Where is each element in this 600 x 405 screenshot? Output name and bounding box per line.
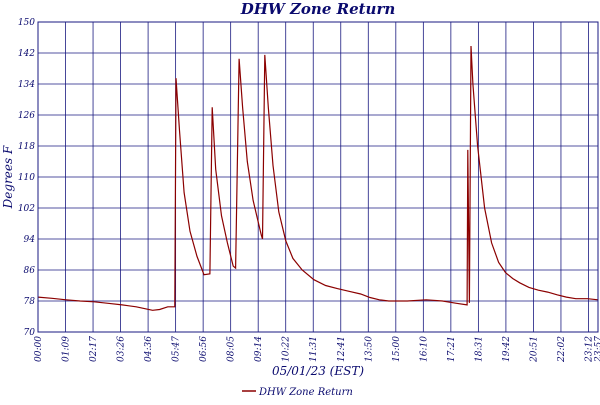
series-line-dhw-zone-return [37, 45, 599, 311]
plot-frame [37, 21, 599, 333]
grid-lines [38, 21, 598, 333]
x-tick-label: 06:56 [199, 336, 209, 362]
x-tick-label: 20:51 [529, 336, 539, 363]
x-tick-label: 22:02 [557, 336, 567, 363]
x-axis-ticks: 00:00 01:09 02:17 03:26 04:36 05:47 06:56 08:05… [34, 336, 600, 363]
x-tick-label: 19:42 [502, 336, 512, 362]
y-tick-label: 134 [18, 80, 35, 90]
x-tick-label: 23:57 [594, 336, 600, 363]
y-tick-label: 70 [24, 328, 36, 338]
y-axis-label: Degrees F [1, 145, 15, 209]
legend-label: DHW Zone Return [258, 387, 353, 398]
x-tick-label: 17:21 [447, 336, 457, 362]
x-tick-label: 15:00 [392, 336, 402, 362]
x-tick-label: 23:12 [584, 336, 594, 363]
x-tick-label: 12:41 [337, 336, 347, 362]
x-tick-label: 09:14 [254, 336, 264, 362]
x-axis-label: 05/01/23 (EST) [272, 364, 364, 378]
y-tick-label: 118 [18, 142, 35, 152]
y-tick-label: 110 [18, 173, 35, 183]
x-tick-label: 01:09 [62, 336, 72, 362]
y-tick-label: 150 [18, 18, 35, 28]
y-tick-label: 94 [24, 235, 36, 245]
x-tick-label: 18:31 [474, 336, 484, 362]
x-tick-label: 03:26 [117, 336, 127, 362]
x-tick-label: 05:47 [172, 336, 182, 362]
x-tick-label: 13:50 [364, 336, 374, 362]
y-tick-label: 86 [24, 266, 36, 276]
x-tick-label: 16:10 [419, 336, 429, 362]
x-tick-label: 00:00 [34, 336, 44, 362]
y-tick-label: 126 [18, 111, 35, 121]
chart-title: DHW Zone Return [240, 0, 396, 18]
x-tick-label: 10:22 [282, 336, 292, 362]
y-tick-label: 142 [18, 49, 35, 59]
legend: DHW Zone Return [242, 387, 353, 398]
x-tick-label: 04:36 [144, 336, 154, 362]
x-tick-label: 11:31 [309, 336, 319, 362]
y-axis-ticks: 70 78 86 94 102 110 118 126 134 142 150 [18, 18, 35, 338]
y-tick-label: 102 [18, 204, 35, 214]
y-tick-label: 78 [24, 297, 36, 307]
x-tick-label: 02:17 [89, 336, 99, 362]
x-tick-label: 08:05 [227, 336, 237, 362]
